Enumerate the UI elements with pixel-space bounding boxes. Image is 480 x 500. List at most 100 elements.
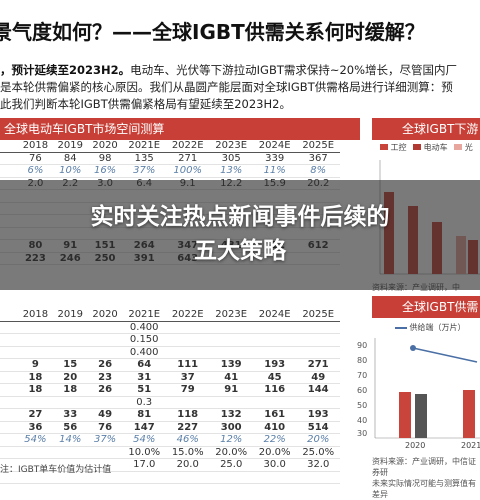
- table-cell: 49: [296, 371, 340, 384]
- column-header: 2021E: [122, 309, 166, 322]
- headline-banner[interactable]: 实时关注热点新闻事件后续的 五大策略: [0, 200, 480, 268]
- table-cell: 64: [122, 358, 166, 372]
- table-row: 18 20 23 31 37 41 45 49: [0, 371, 340, 384]
- y-tick-40: 40: [357, 416, 367, 425]
- table-cell: 37: [165, 371, 210, 384]
- column-header: 2020: [87, 140, 123, 153]
- column-header: 2019: [52, 140, 88, 153]
- headline-line-1: 实时关注热点新闻事件后续的: [90, 204, 390, 230]
- table-cell: 18: [18, 371, 53, 384]
- table-cell: 23: [87, 371, 123, 384]
- table-cell: 76: [87, 421, 123, 434]
- table-cell: [87, 346, 123, 359]
- table-cell: 76: [18, 152, 53, 165]
- table-cell: 16%: [87, 164, 123, 178]
- legend-label-3: 光: [464, 143, 473, 152]
- table-cell: [252, 321, 297, 334]
- table-row: 18 18 26 51 79 91 116 144: [0, 383, 340, 397]
- table-cell: 33: [52, 408, 88, 422]
- table-cell: 193: [252, 358, 297, 372]
- table-cell: 26: [87, 383, 123, 397]
- table-row: 0.400: [0, 346, 340, 359]
- legend-line-swatch: [395, 326, 407, 329]
- table-cell: [0, 396, 18, 409]
- x-label-2021: 2021: [461, 441, 480, 450]
- column-header: 2025E: [296, 309, 340, 322]
- table-cell: 271: [296, 358, 340, 372]
- table-cell: 8%: [296, 164, 340, 178]
- table-cell: 132: [209, 408, 253, 422]
- table-cell: [87, 458, 123, 472]
- table-cell: 13%: [209, 164, 253, 178]
- table-row: 36 56 76 147 227 300 410 514: [0, 421, 340, 434]
- table-cell: 271: [165, 152, 210, 165]
- source-line-1: 资料来源：产业调研，中信证券研: [372, 457, 476, 477]
- table-cell: [0, 458, 18, 472]
- column-header: 2024E: [252, 140, 297, 153]
- table-header-row: 2018 2019 2020 2021E 2022E 2023E 2024E 2025E: [0, 309, 340, 322]
- table-cell: 367: [296, 152, 340, 165]
- table-cell: [18, 458, 53, 472]
- table-row: 0.400: [0, 321, 340, 334]
- table-cell: 27: [18, 408, 53, 422]
- table-cell: 227: [165, 421, 210, 434]
- table-cell: 144: [296, 383, 340, 397]
- table-cell: 54%: [122, 433, 166, 447]
- table-cell: [165, 321, 210, 334]
- table-cell: 118: [165, 408, 210, 422]
- table-cell: [52, 396, 88, 409]
- table-cell: [0, 408, 18, 422]
- y-tick-70: 70: [357, 371, 367, 380]
- column-header: 2023E: [209, 309, 253, 322]
- headline-line-2: 五大策略: [194, 238, 286, 264]
- table-cell: [87, 321, 123, 334]
- table-cell: 9: [18, 358, 53, 372]
- table-row: 0.150: [0, 333, 340, 347]
- table-header-row: 2018 2019 2020 2021E 2022E 2023E 2024E 2025E: [0, 140, 340, 153]
- table-cell: 26: [87, 358, 123, 372]
- table-cell: [209, 346, 253, 359]
- table-row: 0.3: [0, 396, 340, 409]
- table-cell: 135: [122, 152, 166, 165]
- legend-label-2: 电动车: [423, 143, 448, 152]
- table-cell: [0, 383, 18, 397]
- bar-2021-a: [463, 390, 475, 438]
- table-cell: 91: [209, 383, 253, 397]
- table-cell: 22%: [252, 433, 297, 447]
- legend-swatch-2: [413, 144, 422, 150]
- column-header: 2019: [52, 309, 88, 322]
- table-cell: 31: [122, 371, 166, 384]
- table-cell: [209, 396, 253, 409]
- table-cell: 98: [87, 152, 123, 165]
- table-cell: 56: [52, 421, 88, 434]
- y-tick-50: 50: [357, 401, 367, 410]
- table-cell: [52, 346, 88, 359]
- y-tick-80: 80: [357, 356, 367, 365]
- right-bottom-source: 资料来源：产业调研，中信证券研 未来实际情况可能与测算值有差异: [372, 456, 480, 500]
- column-header: 2022E: [165, 140, 210, 153]
- table-row: 17.0 20.0 25.0 30.0 32.0: [0, 458, 340, 472]
- table-cell: [0, 433, 18, 447]
- table-cell: 10.0%: [122, 446, 166, 459]
- table-cell: [18, 333, 53, 347]
- table-cell: 305: [209, 152, 253, 165]
- table-cell: [209, 321, 253, 334]
- column-header: 2022E: [165, 309, 210, 322]
- table-cell: 339: [252, 152, 297, 165]
- table-cell: 84: [52, 152, 88, 165]
- column-header: 2020: [87, 309, 123, 322]
- table-cell: [0, 421, 18, 434]
- table-cell: [165, 333, 210, 347]
- table-cell: [165, 346, 210, 359]
- table-row: 76 84 98 135 271 305 339 367: [0, 152, 340, 165]
- article-title: 景气度如何？——全球IGBT供需关系何时缓解？: [0, 20, 425, 44]
- table-cell: 32.0: [296, 458, 340, 472]
- table-cell: [296, 346, 340, 359]
- table-cell: 14%: [52, 433, 88, 447]
- table-cell: 116: [252, 383, 297, 397]
- legend-swatch-1: [380, 144, 388, 150]
- table-row: 6% 10% 16% 37% 100% 13% 11% 8%: [0, 164, 340, 178]
- intro-line-2: 是本轮供需偏紧的核心原因。我们从晶圆产能层面对全球IGBT供需格局进行详细测算：…: [0, 80, 453, 94]
- table-cell: 111: [165, 358, 210, 372]
- column-header: [0, 140, 18, 153]
